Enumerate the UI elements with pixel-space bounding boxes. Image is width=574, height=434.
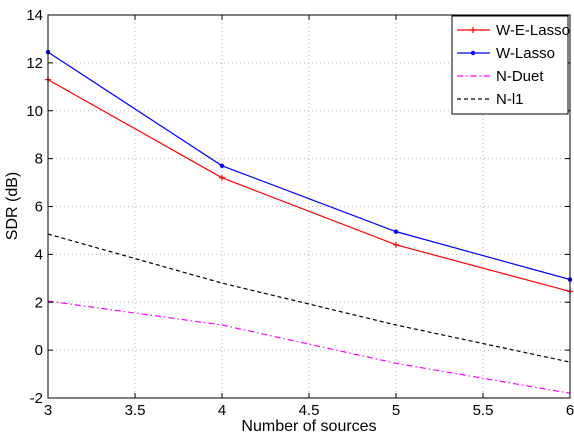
series-group	[45, 49, 573, 394]
series-line-n-duet	[47, 300, 571, 394]
legend-label: N-l1	[496, 91, 524, 108]
x-tick-label: 4.5	[299, 402, 320, 419]
data-point-w-e-lasso	[393, 241, 399, 248]
x-tick-label: 6	[566, 402, 574, 419]
legend-marker	[470, 27, 476, 33]
legend-item-n-l1: N-l1	[457, 91, 524, 108]
y-axis-label: SDR (dB)	[4, 172, 21, 240]
legend-item-n-duet: N-Duet	[457, 68, 544, 85]
data-point-w-e-lasso	[219, 174, 225, 181]
y-tick-label: 0	[35, 342, 43, 359]
series-line-w-lasso	[47, 51, 571, 281]
legend-marker	[470, 50, 476, 56]
x-tick-label: 3	[44, 402, 52, 419]
x-axis-label: Number of sources	[241, 418, 376, 434]
y-tick-label: 10	[26, 103, 43, 120]
y-tick-label: 8	[35, 151, 43, 168]
y-tick-label: 2	[35, 294, 43, 311]
x-tick-label: 3.5	[125, 402, 146, 419]
y-tick-label: 4	[35, 246, 43, 263]
y-tick-label: 6	[35, 199, 43, 216]
data-point-w-lasso	[219, 163, 225, 169]
series-line-n-l1	[47, 233, 571, 363]
legend-label: N-Duet	[496, 68, 544, 85]
x-tick-label: 5.5	[473, 402, 494, 419]
series-n-duet	[47, 300, 571, 394]
legend-item-w-e-lasso: W-E-Lasso	[457, 22, 570, 39]
data-point-w-lasso	[393, 229, 399, 234]
y-tick-label: -2	[30, 390, 43, 407]
series-n-l1	[47, 233, 571, 363]
series-line-w-e-lasso	[47, 79, 571, 293]
legend-label: W-E-Lasso	[496, 22, 570, 39]
series-w-lasso	[45, 49, 573, 282]
x-tick-label: 4	[218, 402, 226, 419]
y-tick-label: 12	[26, 55, 43, 72]
y-tick-label: 14	[26, 7, 43, 24]
legend-box	[451, 15, 569, 115]
legend-item-w-lasso: W-Lasso	[457, 45, 555, 62]
axis-ticks: 3 3.5 4 4.5 5 5.5 6 -2 0 2 4 6 8 10 12 14	[26, 7, 574, 419]
x-tick-label: 5	[392, 402, 400, 419]
legend: W-E-Lasso W-Lasso N-Duet N-l1	[451, 15, 570, 115]
legend-label: W-Lasso	[496, 45, 555, 62]
